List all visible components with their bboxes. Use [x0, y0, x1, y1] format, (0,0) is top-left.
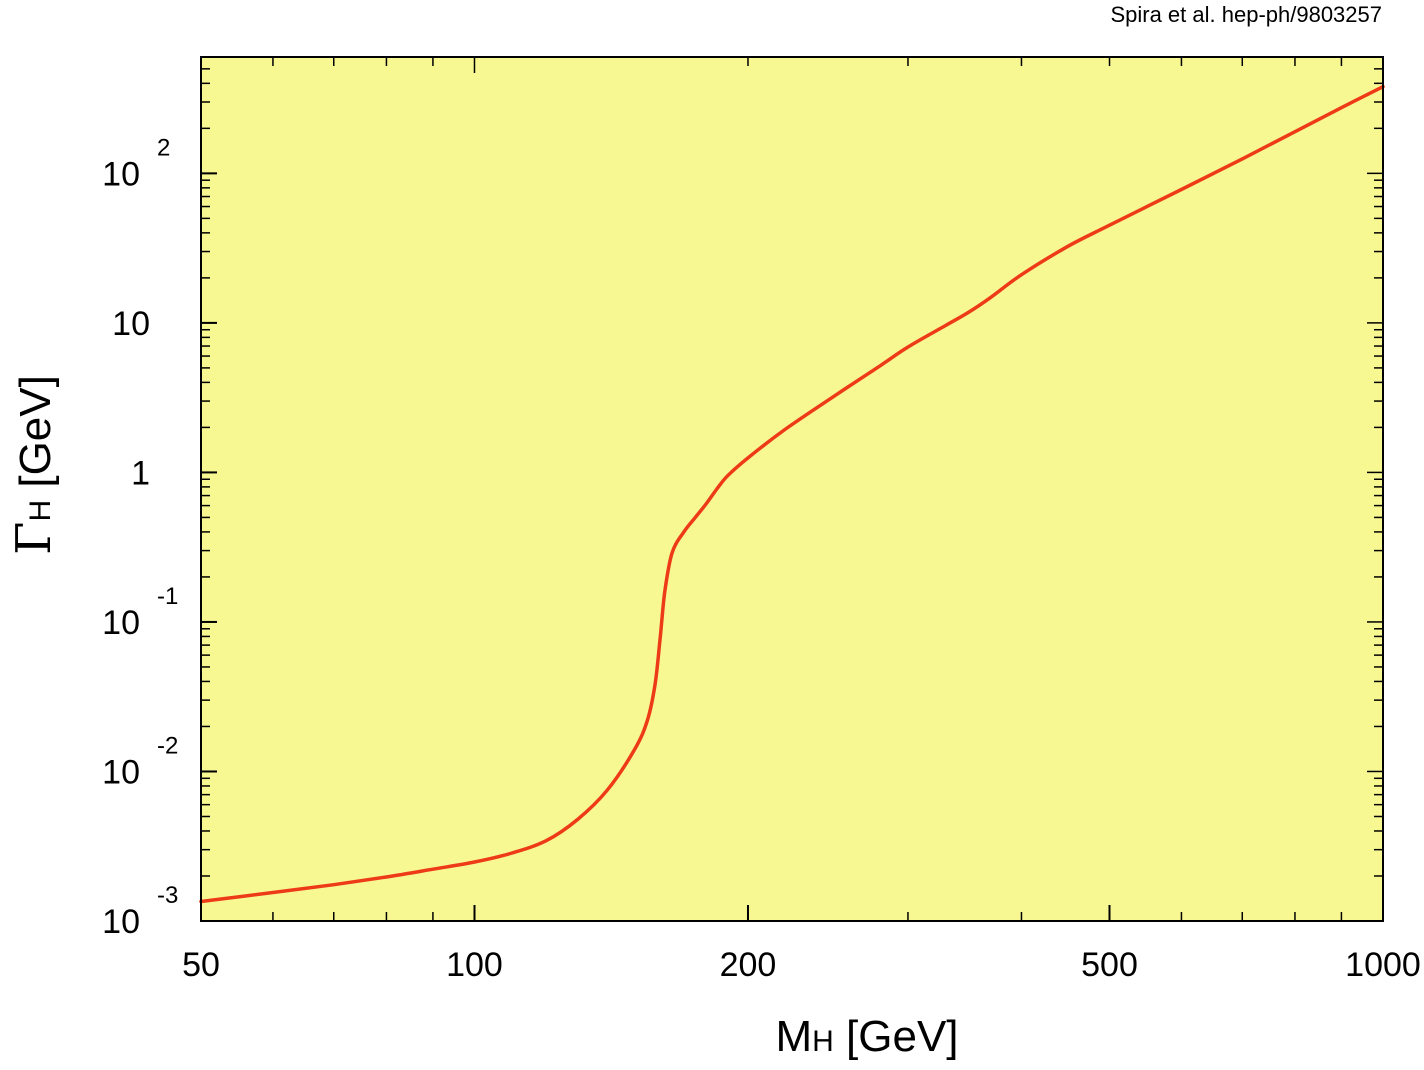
y-tick-label: 10 -3 [102, 882, 178, 941]
y-tick-base: 10 [102, 753, 140, 791]
y-tick-exponent: 2 [157, 134, 170, 161]
y-tick-exponent: -2 [157, 732, 178, 759]
y-tick-base: 10 [102, 155, 140, 193]
y-tick-label: 1 [131, 454, 150, 492]
y-axis-title-unit: [GeV] [11, 375, 60, 500]
x-tick-label: 200 [720, 946, 777, 984]
y-tick-exponent: -3 [157, 882, 178, 909]
citation-label: Spira et al. hep-ph/9803257 [1110, 2, 1382, 27]
series-line-higgs-width [199, 84, 1385, 904]
x-axis-title: MH [GeV] [0, 1012, 1424, 1062]
y-tick-label: 10 -2 [102, 732, 178, 791]
y-tick-base: 10 [112, 305, 150, 343]
y-tick-exponent: -1 [157, 583, 178, 610]
x-axis-title-symbol: M [775, 1012, 813, 1061]
major-ticks [200, 172, 1384, 922]
y-tick-label: 10 [112, 305, 150, 343]
y-tick-base: 10 [102, 903, 140, 941]
y-axis-title-symbol: Γ [6, 521, 62, 555]
x-tick-labels: 50 100 200 500 1000 [182, 946, 1421, 984]
plot-frame [200, 56, 1384, 922]
y-tick-label: 10 2 [102, 134, 170, 193]
y-tick-base: 10 [102, 604, 140, 642]
plot-background [201, 57, 1383, 921]
x-axis-title-subscript: H [812, 1025, 834, 1058]
y-axis-title: ΓH [GeV] [6, 375, 62, 555]
x-tick-label: 500 [1081, 946, 1138, 984]
y-tick-labels: 10 -3 10 -2 10 -1 1 10 10 2 [102, 134, 178, 941]
x-tick-label: 1000 [1345, 946, 1421, 984]
x-tick-label: 50 [182, 946, 220, 984]
x-axis-title-unit: [GeV] [833, 1012, 959, 1061]
y-axis-title-subscript: H [24, 499, 57, 522]
y-tick-label: 10 -1 [102, 583, 178, 642]
x-tick-label: 100 [446, 946, 503, 984]
y-tick-base: 1 [131, 454, 150, 492]
